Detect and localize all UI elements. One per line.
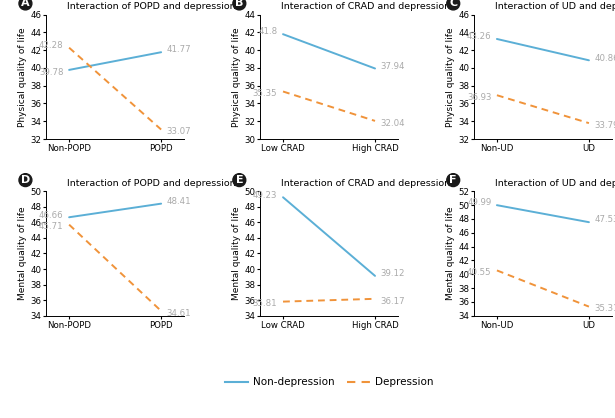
Y-axis label: Mental quality of life: Mental quality of life <box>18 206 28 300</box>
Text: 41.77: 41.77 <box>167 46 191 54</box>
Text: 49.99: 49.99 <box>467 199 491 207</box>
Y-axis label: Physical quality of life: Physical quality of life <box>446 27 455 127</box>
Text: Interaction of CRAD and depression: Interaction of CRAD and depression <box>280 2 450 11</box>
Y-axis label: Physical quality of life: Physical quality of life <box>18 27 28 127</box>
Text: 40.55: 40.55 <box>467 268 491 277</box>
Text: C: C <box>449 0 458 8</box>
Text: Interaction of POPD and depression: Interaction of POPD and depression <box>67 179 236 188</box>
Text: 46.66: 46.66 <box>39 211 63 219</box>
Text: 34.61: 34.61 <box>167 308 191 318</box>
Text: Interaction of UD and depression: Interaction of UD and depression <box>494 179 615 188</box>
Text: 47.53: 47.53 <box>595 215 615 224</box>
Text: 43.26: 43.26 <box>467 32 491 41</box>
Text: 41.8: 41.8 <box>258 28 277 36</box>
Text: 48.41: 48.41 <box>167 197 191 206</box>
Text: 33.79: 33.79 <box>595 121 615 130</box>
Text: 36.17: 36.17 <box>381 296 405 306</box>
Y-axis label: Physical quality of life: Physical quality of life <box>232 27 241 127</box>
Text: 39.78: 39.78 <box>39 68 63 76</box>
Legend: Non-depression, Depression: Non-depression, Depression <box>220 373 438 392</box>
Text: Interaction of POPD and depression: Interaction of POPD and depression <box>67 2 236 11</box>
Text: F: F <box>450 175 457 185</box>
Text: 42.28: 42.28 <box>39 41 63 50</box>
Text: A: A <box>21 0 30 8</box>
Text: 33.07: 33.07 <box>167 127 191 136</box>
Text: 37.94: 37.94 <box>381 62 405 71</box>
Text: 39.12: 39.12 <box>381 269 405 278</box>
Text: E: E <box>236 175 243 185</box>
Text: 49.23: 49.23 <box>253 191 277 199</box>
Text: Interaction of UD and depression: Interaction of UD and depression <box>494 2 615 11</box>
Text: B: B <box>235 0 244 8</box>
Text: 36.93: 36.93 <box>467 93 491 102</box>
Text: 35.81: 35.81 <box>253 299 277 308</box>
Y-axis label: Mental quality of life: Mental quality of life <box>232 206 241 300</box>
Text: 32.04: 32.04 <box>381 119 405 127</box>
Text: 45.71: 45.71 <box>39 222 63 232</box>
Y-axis label: Mental quality of life: Mental quality of life <box>446 206 455 300</box>
Text: D: D <box>21 175 30 185</box>
Text: Interaction of CRAD and depression: Interaction of CRAD and depression <box>280 179 450 188</box>
Text: 35.35: 35.35 <box>253 89 277 98</box>
Text: 40.86: 40.86 <box>595 54 615 63</box>
Text: 35.31: 35.31 <box>595 304 615 314</box>
